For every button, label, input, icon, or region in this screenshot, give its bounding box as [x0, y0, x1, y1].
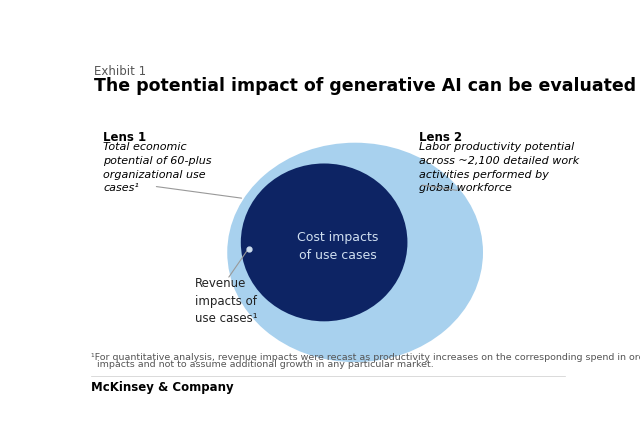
Text: Total economic
potential of 60-plus
organizational use
cases¹: Total economic potential of 60-plus orga… — [103, 142, 212, 193]
Text: Labor productivity potential
across ~2,100 detailed work
activities performed by: Labor productivity potential across ~2,1… — [419, 142, 580, 193]
Ellipse shape — [241, 164, 408, 321]
Text: Exhibit 1: Exhibit 1 — [94, 65, 146, 78]
Text: Cost impacts
of use cases: Cost impacts of use cases — [298, 231, 379, 262]
Text: Lens 1: Lens 1 — [103, 131, 147, 144]
Text: Revenue
impacts of
use cases¹: Revenue impacts of use cases¹ — [195, 277, 257, 325]
Text: ¹For quantitative analysis, revenue impacts were recast as productivity increase: ¹For quantitative analysis, revenue impa… — [91, 353, 640, 362]
Text: impacts and not to assume additional growth in any particular market.: impacts and not to assume additional gro… — [91, 360, 434, 369]
Ellipse shape — [227, 143, 483, 362]
Text: The potential impact of generative AI can be evaluated through two lenses.: The potential impact of generative AI ca… — [94, 77, 640, 95]
Text: McKinsey & Company: McKinsey & Company — [91, 381, 234, 394]
Text: Lens 2: Lens 2 — [419, 131, 463, 144]
